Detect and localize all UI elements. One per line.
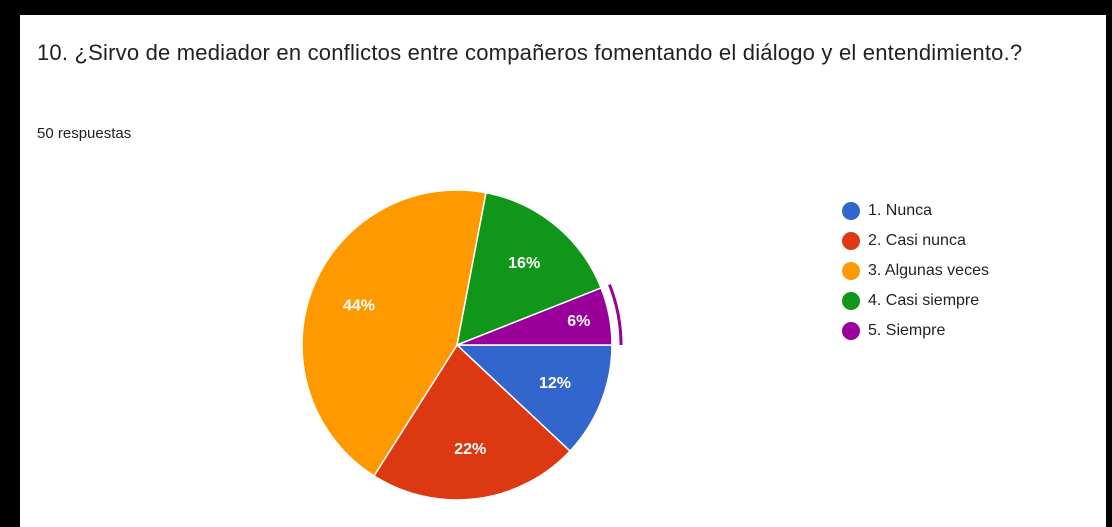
slice-highlight [608, 284, 623, 346]
legend-label: 2. Casi nunca [868, 232, 966, 249]
legend-label: 5. Siempre [868, 322, 945, 339]
pie-slice [301, 189, 487, 477]
legend-label: 3. Algunas veces [868, 262, 989, 279]
pie-slice [456, 286, 613, 346]
slice-label: 44% [343, 297, 375, 314]
legend-label: 1. Nunca [868, 202, 932, 219]
slice-label: 16% [508, 255, 540, 272]
legend-label: 4. Casi siempre [868, 292, 979, 309]
question-title: 10. ¿Sirvo de mediador en conflictos ent… [37, 40, 1023, 65]
slice-label: 12% [539, 375, 571, 392]
pie-slice [456, 191, 603, 347]
legend-swatch [842, 322, 860, 340]
legend-swatch [842, 292, 860, 310]
pie-slice [372, 343, 572, 501]
pie-slice [455, 344, 613, 453]
legend-swatch [842, 232, 860, 250]
card: 10. ¿Sirvo de mediador en conflictos ent… [20, 15, 1106, 527]
legend-swatch [842, 262, 860, 280]
legend-swatch [842, 202, 860, 220]
slice-label: 22% [454, 441, 486, 458]
slice-label: 6% [567, 313, 590, 330]
chart: 12% 22% 44% 16% 6% 1. Nunca 2. Casi nunca 3. Al… [301, 189, 989, 501]
response-count: 50 respuestas [37, 125, 132, 142]
